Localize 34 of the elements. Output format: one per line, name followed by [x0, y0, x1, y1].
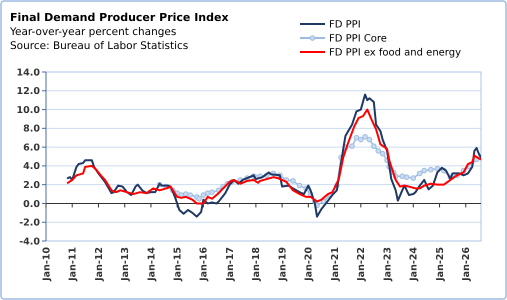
x-tick-label: Jan-19	[277, 247, 288, 282]
y-tick-label: 12.0	[16, 86, 40, 98]
x-tick-label: Jan-22	[356, 247, 368, 282]
line-series	[66, 94, 481, 218]
x-tick-label: Jan-16	[198, 246, 210, 282]
chart-subtitle: Year-over-year percent changes	[9, 26, 176, 38]
legend-label: FD PPI Core	[329, 34, 387, 44]
y-tick-label: -2.0	[19, 218, 40, 229]
y-tick-label: 6.0	[23, 142, 40, 154]
x-tick-label: Jan-10	[41, 246, 52, 282]
x-tick-label: Jan-13	[120, 247, 132, 282]
x-tick-label: Jan-12	[94, 247, 105, 282]
x-tick-label: Jan-23	[382, 247, 394, 282]
x-tick-label: Jan-26	[461, 246, 472, 282]
y-tick-label: 10.0	[16, 104, 40, 116]
x-tick-label: Jan-14	[146, 246, 158, 282]
x-tick-label: Jan-21	[330, 247, 341, 282]
legend-label: FD PPI ex food and energy	[329, 48, 462, 58]
y-tick-label: -4.0	[19, 236, 40, 248]
x-tick-label: Jan-20	[304, 246, 315, 282]
x-tick-label: Jan-17	[224, 247, 236, 282]
y-tick-label: 14.0	[16, 67, 40, 78]
x-tick-label: Jan-15	[172, 247, 184, 282]
x-tick-label: Jan-11	[68, 247, 79, 282]
y-tick-label: 4.0	[23, 161, 40, 172]
source-note: Source: Bureau of Labor Statistics	[10, 40, 188, 52]
y-tick-label: 0.0	[23, 198, 40, 210]
chart-title: Final Demand Producer Price Index	[10, 11, 229, 24]
legend-label: FD PPI	[329, 20, 361, 30]
x-tick-label: Jan-25	[434, 247, 446, 282]
y-tick-label: 8.0	[23, 124, 40, 135]
y-tick-label: 2.0	[23, 180, 40, 191]
x-tick-label: Jan-24	[408, 246, 420, 282]
x-tick-label: Jan-18	[251, 246, 262, 282]
